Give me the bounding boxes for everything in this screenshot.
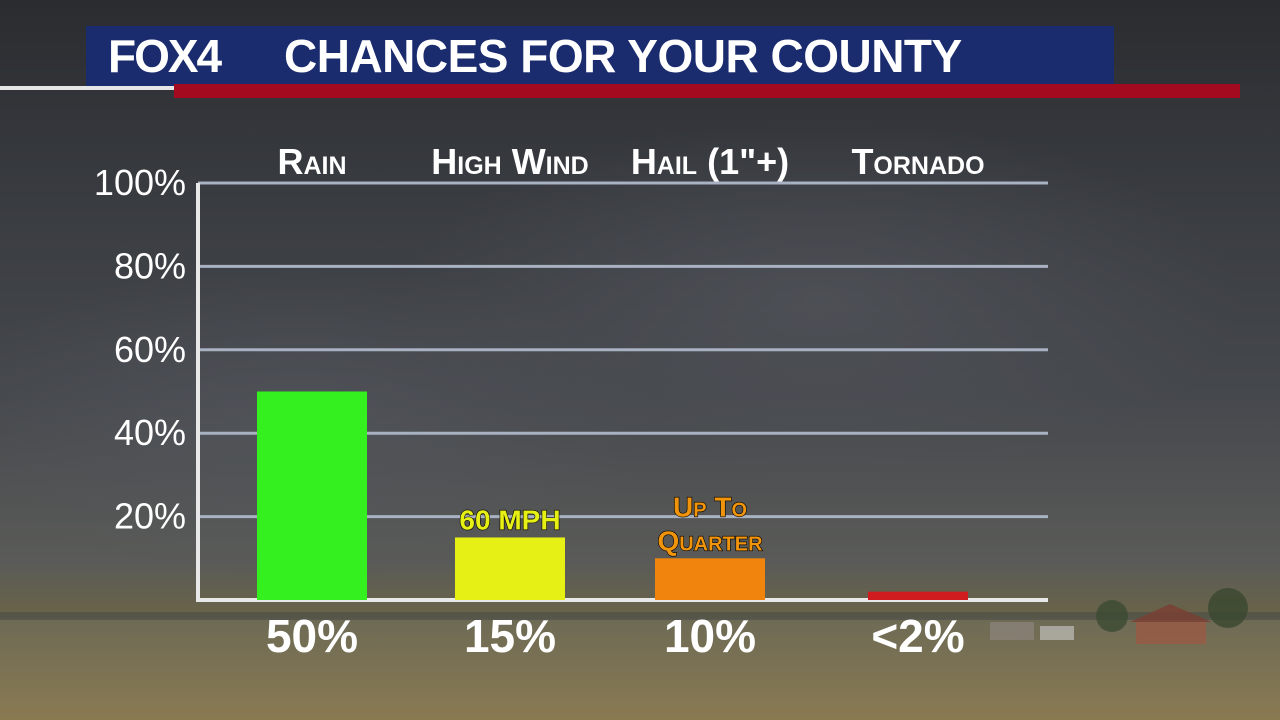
header-red-stripe: [174, 84, 1240, 98]
value-label: <2%: [871, 610, 964, 662]
y-tick-label: 80%: [114, 245, 186, 286]
station-logo: FOX4: [108, 30, 222, 82]
category-label: Hail (1"+): [631, 141, 789, 182]
bar: [257, 391, 367, 600]
y-tick-label: 40%: [114, 412, 186, 453]
y-tick-label: 60%: [114, 329, 186, 370]
y-tick-label: 20%: [114, 496, 186, 537]
bar-annotation: Up To: [673, 491, 747, 522]
value-label: 15%: [464, 610, 556, 662]
category-label: High Wind: [431, 141, 588, 182]
bar: [655, 558, 765, 600]
value-label: 50%: [266, 610, 358, 662]
category-label: Tornado: [851, 141, 984, 182]
category-label: Rain: [277, 141, 346, 182]
page-title: CHANCES FOR YOUR COUNTY: [284, 30, 962, 82]
bar-annotation: 60 MPH: [459, 504, 560, 535]
bar-annotation: Quarter: [657, 525, 763, 556]
bar: [455, 537, 565, 600]
header-white-stripe: [0, 86, 174, 90]
value-label: 10%: [664, 610, 756, 662]
y-tick-label: 100%: [94, 162, 186, 203]
header-band: [86, 26, 1114, 86]
bar: [868, 591, 968, 600]
farmhouse-silhouette: [990, 588, 1248, 644]
